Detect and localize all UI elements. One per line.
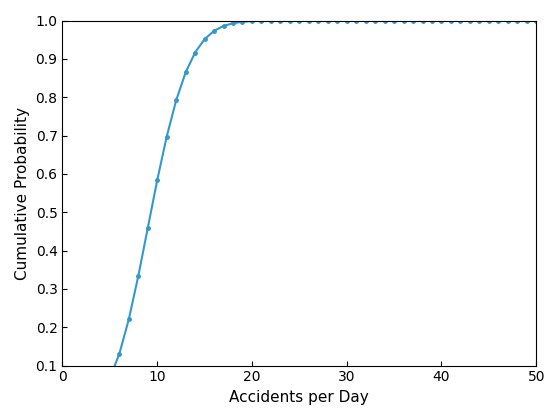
X-axis label: Accidents per Day: Accidents per Day (230, 390, 369, 405)
Y-axis label: Cumulative Probability: Cumulative Probability (15, 107, 30, 280)
